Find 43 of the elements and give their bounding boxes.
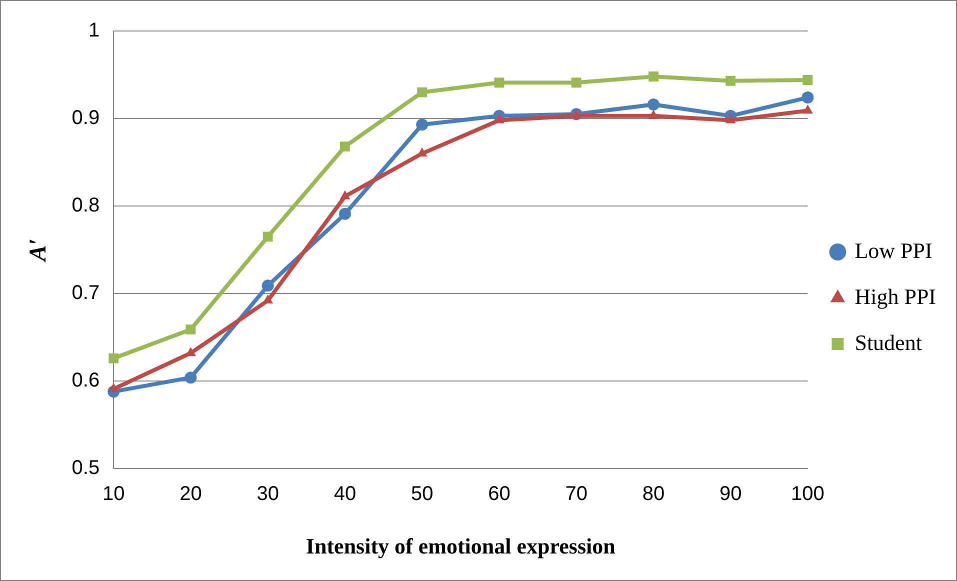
y-tick-label: 0.9	[72, 107, 100, 130]
point	[417, 87, 428, 98]
point	[340, 190, 350, 200]
legend-label: High PPI	[854, 284, 936, 309]
y-tick-label: 0.8	[72, 194, 100, 217]
x-tick-label: 40	[334, 483, 356, 506]
point	[494, 78, 504, 88]
x-tick-label: 100	[791, 483, 824, 506]
point	[571, 78, 582, 88]
x-axis-title: Intensity of emotional expression	[306, 533, 616, 558]
point	[262, 280, 274, 292]
point	[802, 104, 813, 114]
legend-label: Student	[854, 330, 922, 355]
point	[262, 294, 274, 304]
y-tick-label: 0.5	[72, 457, 100, 480]
point	[416, 118, 428, 131]
point	[262, 232, 273, 242]
y-axis-title: A′	[26, 238, 52, 264]
point	[184, 372, 197, 384]
point	[648, 110, 659, 119]
point	[108, 353, 119, 364]
y-tick-label: 0.6	[72, 370, 100, 392]
x-tick-label: 70	[565, 483, 588, 506]
point	[340, 142, 350, 152]
x-tick-label: 10	[102, 483, 125, 506]
y-tick-label: 0.7	[72, 282, 100, 304]
x-tick-label: 60	[488, 483, 510, 506]
x-tick-label: 20	[180, 483, 202, 506]
legend-label: Low PPI	[854, 238, 932, 263]
point	[726, 76, 736, 86]
point	[802, 75, 813, 85]
x-tick-label: 50	[410, 483, 434, 506]
point	[802, 92, 814, 104]
y-tick-label: 1	[88, 20, 100, 42]
point	[108, 382, 119, 392]
point	[338, 208, 351, 220]
point	[647, 98, 660, 111]
point	[725, 114, 736, 124]
x-tick-label: 30	[256, 483, 279, 506]
point	[648, 72, 658, 82]
x-tick-label: 80	[642, 483, 665, 506]
point	[186, 324, 196, 334]
x-tick-label: 90	[719, 483, 742, 506]
